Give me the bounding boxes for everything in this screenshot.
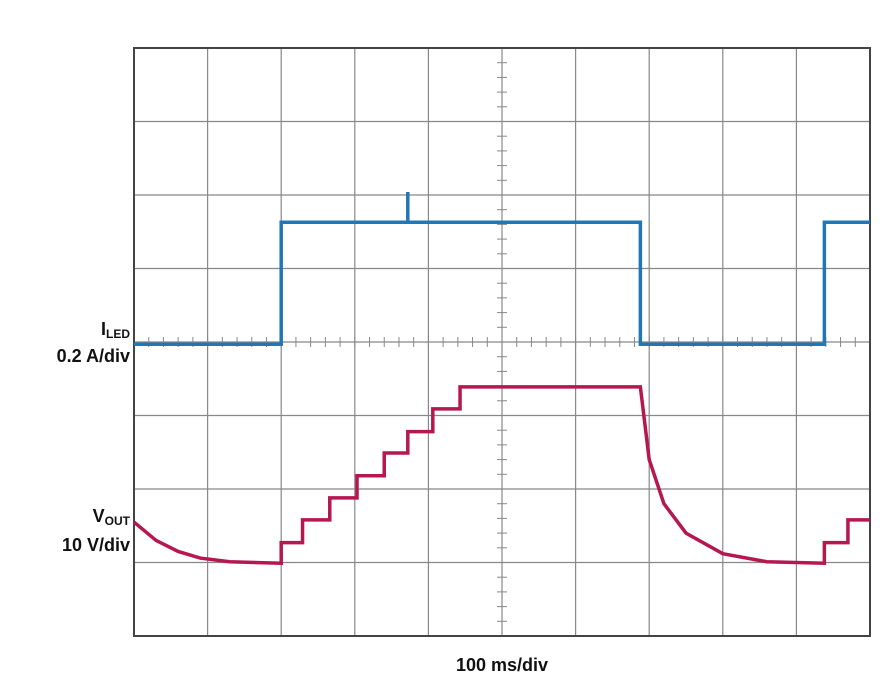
label-sub: LED xyxy=(106,327,130,341)
series-label: ILED xyxy=(101,319,130,341)
label-main: I xyxy=(101,319,106,339)
series-scale: 0.2 A/div xyxy=(57,346,130,366)
plot-frame xyxy=(133,47,871,637)
series-label: VOUT xyxy=(93,506,131,528)
label-sub: OUT xyxy=(105,514,131,528)
trace xyxy=(132,385,870,566)
series-scale: 10 V/div xyxy=(62,535,130,555)
x-axis-label: 100 ms/div xyxy=(456,655,548,675)
trace xyxy=(134,192,870,346)
label-main: V xyxy=(93,506,105,526)
